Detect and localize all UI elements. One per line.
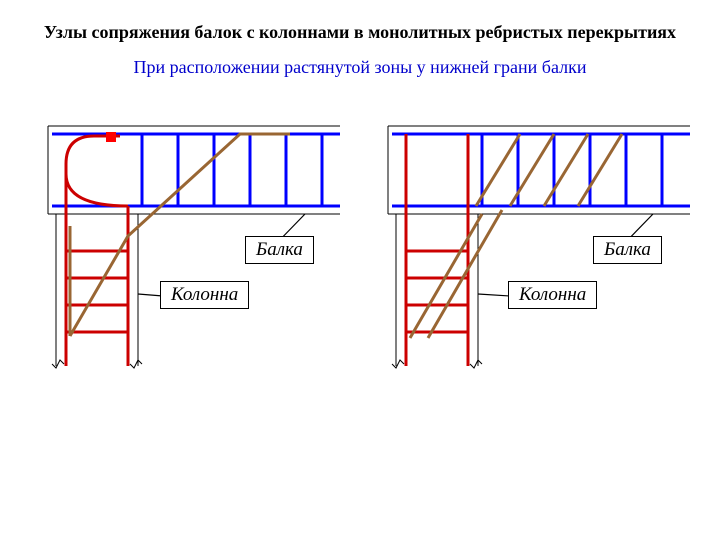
label-column-left: Колонна xyxy=(160,281,249,309)
diagram-left: Балка Колонна xyxy=(30,106,340,386)
label-beam-right: Балка xyxy=(593,236,662,264)
page-subtitle: При расположении растянутой зоны у нижне… xyxy=(0,49,720,78)
page-title: Узлы сопряжения балок с колоннами в моно… xyxy=(0,0,720,49)
label-column-right: Колонна xyxy=(508,281,597,309)
diagrams-container: Балка Колонна xyxy=(0,78,720,386)
diagram-right: Балка Колонна xyxy=(370,106,690,386)
label-beam-left: Балка xyxy=(245,236,314,264)
